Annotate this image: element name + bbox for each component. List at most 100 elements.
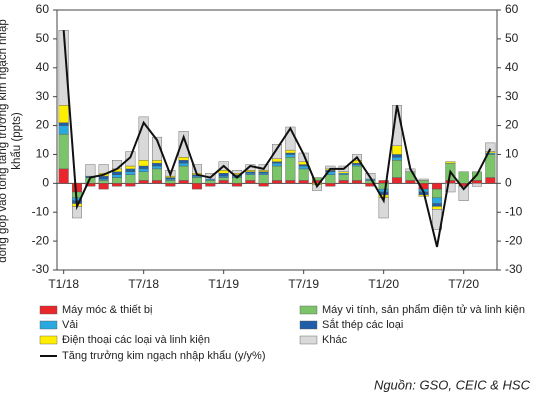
legend-label: Điện thoại các loại và linh kiện: [62, 334, 210, 346]
y2-tick-label: 20: [505, 118, 519, 132]
bar-segment: [272, 180, 283, 184]
bar-segment: [111, 174, 122, 178]
bar-segment: [485, 154, 496, 178]
growth-line: [62, 30, 492, 248]
bar-segment: [485, 151, 496, 154]
y-tick-label: -20: [32, 233, 50, 247]
bar-segment: [125, 168, 136, 172]
bar-segment: [485, 177, 496, 184]
legend-swatch: [299, 320, 318, 330]
bar-segment: [245, 171, 256, 174]
bar-segment: [378, 188, 389, 193]
legend-label: Máy móc & thiết bị: [62, 304, 152, 316]
bar-segment: [285, 149, 296, 154]
bar-segment: [205, 178, 216, 181]
y2-tick-label: 0: [505, 176, 512, 190]
y-tick-label: -10: [32, 204, 50, 218]
plot-frame: [56, 9, 498, 271]
x-tick-label: T1/18: [48, 277, 79, 291]
bar-segment: [165, 177, 176, 180]
y-tick-label: 0: [42, 176, 49, 190]
bar-segment: [272, 144, 283, 159]
y2-tick-label: 40: [505, 60, 519, 74]
bar-segment: [205, 180, 216, 184]
bar-segment: [432, 197, 443, 204]
legend-label: Tăng trưởng kim ngạch nhập khẩu (y/y%): [62, 350, 266, 362]
bar-segment: [272, 162, 283, 167]
bar-segment: [111, 183, 122, 187]
y2-tick-label: -10: [505, 204, 523, 218]
bar-segment: [325, 183, 336, 187]
bar-segment: [151, 165, 162, 170]
y2-tick-label: -20: [505, 233, 523, 247]
bar-segment: [285, 157, 296, 181]
bar-segment: [218, 177, 229, 181]
bar-segment: [392, 157, 403, 161]
legend-label: Máy vi tính, sản phẩm điện tử và linh ki…: [322, 304, 525, 316]
bar-segment: [298, 180, 309, 184]
legend-swatch: [39, 320, 58, 330]
bar-segment: [178, 131, 189, 158]
y-tick-label: 30: [36, 89, 50, 103]
y-tick-label: -30: [32, 262, 50, 276]
legend-label: Sắt thép các loại: [322, 318, 403, 331]
bar-segment: [472, 183, 483, 187]
bar-segment: [111, 177, 122, 184]
bar-segment: [98, 183, 109, 190]
bar-segment: [392, 145, 403, 155]
bar-segment: [338, 171, 349, 174]
x-tick-label: T1/19: [208, 277, 239, 291]
legend-label: Khác: [322, 334, 348, 346]
bar-segment: [458, 171, 469, 184]
bar-segment: [285, 154, 296, 158]
bar-segment: [352, 165, 363, 181]
bar-segment: [378, 183, 389, 190]
bar-segment: [191, 183, 202, 190]
bar-segment: [178, 157, 189, 161]
bar-segment: [58, 30, 69, 106]
bar-segment: [138, 180, 149, 184]
bar-segment: [272, 165, 283, 181]
bar-segment: [245, 174, 256, 181]
bar-segment: [432, 188, 443, 198]
bar-segment: [58, 122, 69, 126]
bar-segment: [432, 203, 443, 207]
bar-segment: [125, 183, 136, 187]
bar-segment: [111, 171, 122, 175]
bar-segment: [432, 206, 443, 210]
bar-segment: [432, 183, 443, 190]
bar-segment: [205, 183, 216, 187]
legend-label: Vải: [62, 319, 78, 331]
bar-segment: [231, 183, 242, 187]
y-tick-label: 20: [36, 118, 50, 132]
bar-segment: [258, 183, 269, 187]
bar-segment: [151, 162, 162, 167]
bar-segment: [218, 173, 229, 177]
bar-segment: [338, 174, 349, 181]
y-tick-label: 10: [36, 147, 50, 161]
bar-segment: [445, 180, 456, 184]
bar-segment: [285, 152, 296, 155]
bar-segment: [231, 170, 242, 174]
legend-swatch: [299, 335, 318, 345]
x-tick-label: T1/20: [368, 277, 399, 291]
y2-tick-label: -30: [505, 262, 523, 276]
bar-segment: [445, 183, 456, 193]
y-tick-label: 60: [36, 2, 50, 16]
bar-segment: [352, 180, 363, 184]
bar-segment: [258, 174, 269, 184]
bar-segment: [285, 180, 296, 184]
bar-segment: [125, 174, 136, 184]
bar-segment: [58, 168, 69, 184]
bar-segment: [298, 168, 309, 181]
bar-segment: [245, 170, 256, 172]
y-tick-label: 50: [36, 31, 50, 45]
bar-segment: [165, 183, 176, 187]
bar-segment: [418, 180, 429, 184]
bar-segment: [165, 178, 176, 181]
y-tick-label: 40: [36, 60, 50, 74]
bar-segment: [178, 162, 189, 167]
bar-segment: [485, 142, 496, 152]
bar-segment: [245, 173, 256, 175]
